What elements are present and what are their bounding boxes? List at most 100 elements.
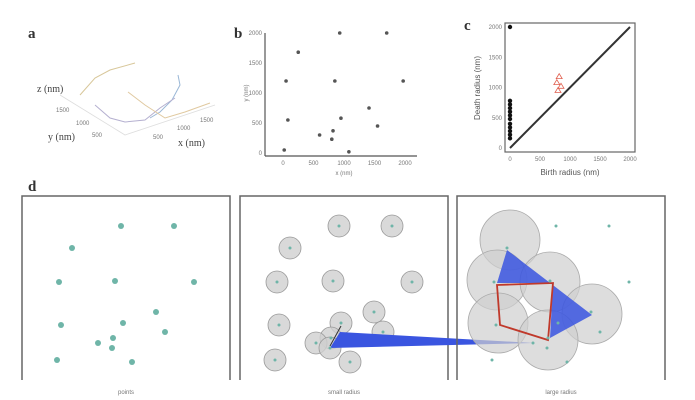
c-h0-point [507,24,513,30]
point [546,336,550,340]
b-y-tick-label: 500 [252,121,263,127]
point [191,279,197,285]
point [589,310,593,314]
b-point [284,79,288,83]
point [56,279,62,285]
point [490,358,494,362]
point [348,360,352,364]
b-point [384,31,389,35]
filled-triangles [497,250,592,338]
b-y-tick-label: 1500 [249,61,263,67]
x-axis-label: x (nm) [178,138,205,149]
point [54,357,60,363]
panel-a-3d-plot: z (nm) y (nm) x (nm) 1500 1000 500 500 1… [37,62,216,149]
point [492,280,496,284]
point [598,330,602,334]
point [110,335,116,341]
trajectory-3 [94,97,176,123]
point [277,323,281,327]
filtration-stage-1: points [21,195,231,396]
panel-label-d: d [28,179,37,195]
b-y-axis-label: y (nm) [244,85,250,102]
b-y-tick-label: 0 [259,151,263,157]
c-h1-triangle-marker [554,86,562,93]
point [112,278,118,284]
point [545,346,549,350]
point [390,224,394,228]
point [275,280,279,284]
z-axis-label: z (nm) [37,84,63,95]
b-point [337,31,342,35]
homology-loop [496,282,554,342]
panel-label-b: b [234,26,242,42]
point [337,224,341,228]
c-h0-point [507,113,513,118]
b-point [296,50,301,54]
b-point [286,118,290,122]
c-y-axis-label: Death radius (nm) [473,56,482,120]
stage-frame [239,195,449,380]
b-x-tick-label: 1500 [368,161,382,167]
c-h1-triangle-marker [557,82,565,89]
c-h0-point [507,98,513,104]
trajectory-1 [79,62,136,96]
stage-frame [21,195,231,380]
point [556,321,560,325]
point [95,340,101,346]
point [339,321,343,325]
point [109,345,115,351]
stage-label: small radius [328,390,360,396]
point [129,359,135,365]
c-y-tick-label: 2000 [489,25,503,31]
b-point [339,116,343,120]
b-point [367,106,371,110]
point [120,320,126,326]
point [162,329,168,335]
b-y-tick-label: 1000 [249,91,263,97]
c-h0-point [507,136,513,141]
edge [329,325,342,347]
point [69,245,75,251]
b-point [401,79,405,83]
b-y-tick-label: 2000 [249,31,263,37]
point [273,358,277,362]
c-x-tick-label: 1500 [593,157,607,163]
b-x-tick-label: 1000 [337,161,351,167]
point [153,309,159,315]
stage-label: points [118,390,134,396]
point [494,323,498,327]
b-x-tick-label: 500 [308,161,319,167]
axis-3d-frame [59,94,216,136]
b-x-axis-label: x (nm) [336,171,353,177]
point [328,346,332,350]
panel-label-c: c [464,18,471,34]
c-h0-point [507,105,513,111]
c-x-tick-label: 0 [508,157,512,163]
c-h0-point [507,132,513,137]
trajectory-4 [127,91,211,119]
c-h0-point [507,128,513,134]
point [410,280,414,284]
c-axes-box [504,22,636,153]
b-point [347,150,351,154]
c-y-tick-label: 500 [492,116,503,122]
b-point [331,129,335,133]
c-diagonal [509,26,631,149]
y-tick: 1000 [76,121,90,127]
filtration-stage-3: large radius [456,195,666,396]
c-h0-point [507,125,513,130]
c-h1-triangle-marker [555,72,563,80]
panel-c-persistence-diagram: 0 500 1000 1500 2000 0 500 1000 1500 2000 Birth ra… [473,22,637,177]
point [565,360,569,364]
c-h0-point [507,102,513,107]
b-point [333,79,337,83]
stage-label: large radius [545,390,576,396]
y-axis-label: y (nm) [48,132,75,143]
panel-b-scatter: 0 500 1000 1500 2000 0 500 1000 1500 2000 x (nm) y … [244,31,417,177]
point [505,246,509,250]
y-tick: 500 [92,133,103,139]
stage-frame [456,195,666,380]
point [381,330,385,334]
